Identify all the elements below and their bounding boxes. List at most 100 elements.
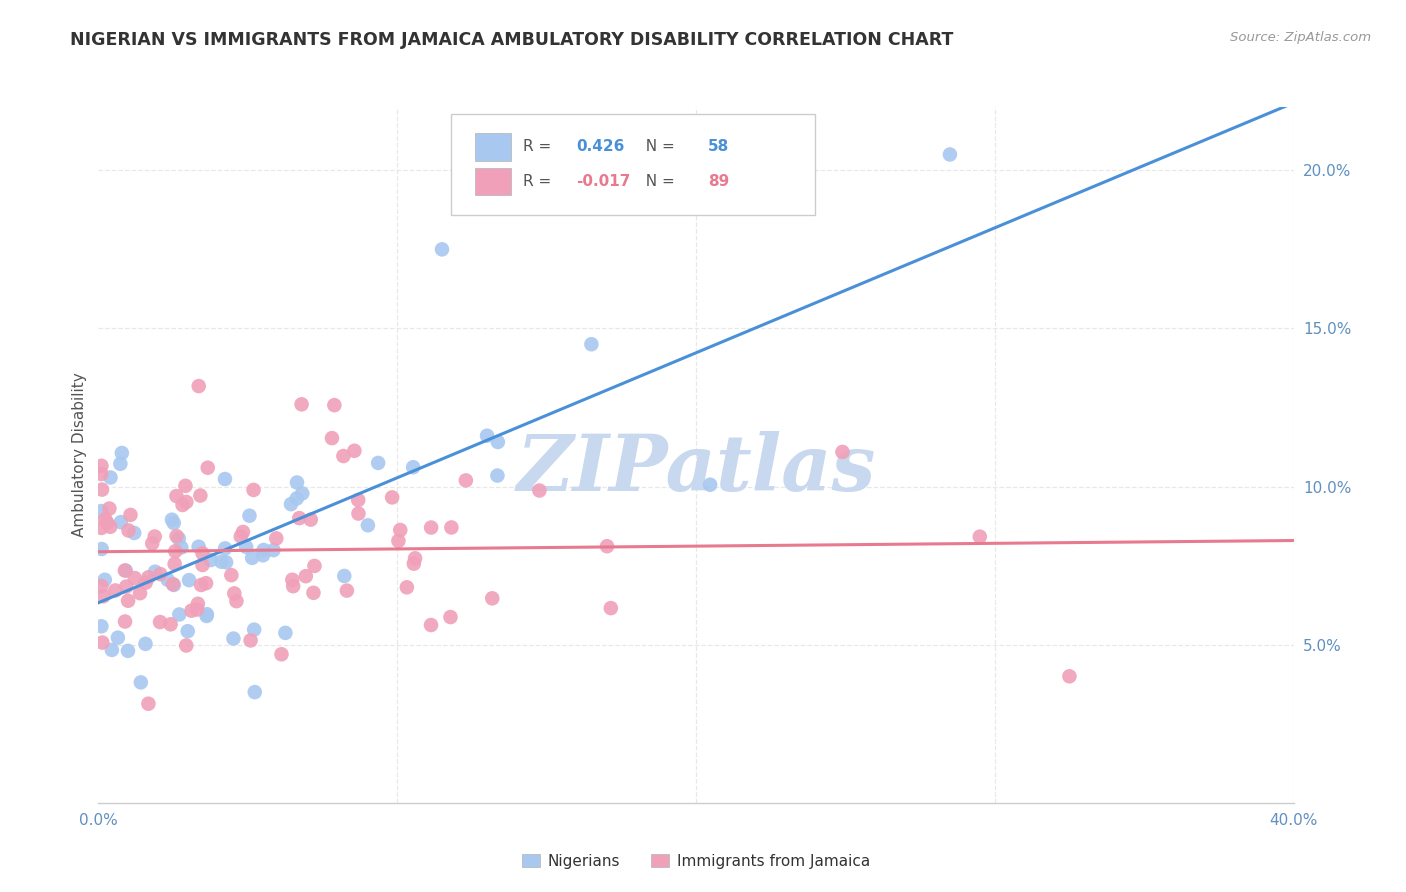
Point	[138, 570, 160, 584]
Point	[111, 446, 134, 460]
Point	[295, 569, 318, 583]
Point	[235, 540, 257, 554]
Point	[90, 619, 112, 633]
Point	[291, 486, 314, 500]
Point	[486, 468, 509, 483]
Point	[141, 536, 163, 550]
Point	[91, 483, 114, 497]
Point	[262, 543, 284, 558]
Point	[280, 497, 302, 511]
Point	[180, 604, 202, 618]
Text: 0.426: 0.426	[576, 139, 624, 154]
Point	[209, 555, 232, 569]
Point	[285, 491, 308, 506]
FancyBboxPatch shape	[475, 133, 510, 161]
Point	[98, 520, 121, 534]
Point	[187, 379, 209, 393]
Point	[240, 550, 263, 565]
Point	[243, 623, 266, 637]
Point	[475, 428, 498, 442]
Point	[332, 449, 354, 463]
Point	[402, 557, 425, 571]
Point	[599, 601, 621, 615]
Text: 89: 89	[709, 174, 730, 189]
Point	[114, 615, 136, 629]
Point	[90, 467, 112, 481]
Point	[120, 508, 142, 522]
Point	[242, 483, 264, 497]
Point	[321, 431, 343, 445]
Point	[166, 489, 188, 503]
Point	[163, 516, 186, 530]
Y-axis label: Ambulatory Disability: Ambulatory Disability	[72, 373, 87, 537]
Point	[420, 520, 443, 534]
Point	[165, 544, 187, 558]
Point	[291, 397, 314, 411]
Point	[114, 564, 136, 578]
Point	[129, 586, 152, 600]
Point	[162, 577, 184, 591]
Text: R =: R =	[523, 139, 555, 154]
FancyBboxPatch shape	[475, 168, 510, 195]
Point	[281, 573, 304, 587]
Point	[238, 508, 260, 523]
Point	[195, 576, 218, 591]
FancyBboxPatch shape	[451, 114, 815, 215]
Point	[176, 495, 198, 509]
Point	[186, 602, 208, 616]
Point	[347, 507, 370, 521]
Point	[191, 546, 214, 560]
Point	[270, 647, 292, 661]
Point	[174, 479, 197, 493]
Point	[214, 541, 236, 556]
Point	[134, 637, 156, 651]
Point	[170, 541, 193, 555]
Point	[439, 610, 461, 624]
Point	[288, 511, 311, 525]
Point	[163, 578, 186, 592]
Point	[215, 555, 238, 569]
Point	[191, 558, 214, 572]
Point	[302, 586, 325, 600]
Point	[225, 594, 247, 608]
Point	[149, 567, 172, 582]
Point	[94, 573, 117, 587]
Point	[381, 491, 404, 505]
Point	[135, 575, 157, 590]
Text: Source: ZipAtlas.com: Source: ZipAtlas.com	[1230, 31, 1371, 45]
Point	[420, 618, 443, 632]
Point	[285, 475, 308, 490]
Text: 58: 58	[709, 139, 730, 154]
Point	[90, 579, 112, 593]
Point	[143, 529, 166, 543]
Point	[389, 523, 412, 537]
Point	[402, 460, 425, 475]
Point	[229, 529, 252, 543]
Point	[187, 597, 209, 611]
Point	[117, 644, 139, 658]
Point	[239, 633, 262, 648]
Point	[195, 607, 218, 622]
Point	[104, 583, 127, 598]
Point	[93, 589, 115, 603]
Point	[367, 456, 389, 470]
Point	[159, 617, 181, 632]
Point	[90, 504, 112, 518]
Text: N =: N =	[637, 174, 681, 189]
Point	[596, 539, 619, 553]
Point	[124, 571, 146, 585]
Point	[90, 521, 112, 535]
Point	[939, 147, 962, 161]
Text: NIGERIAN VS IMMIGRANTS FROM JAMAICA AMBULATORY DISABILITY CORRELATION CHART: NIGERIAN VS IMMIGRANTS FROM JAMAICA AMBU…	[70, 31, 953, 49]
Point	[122, 525, 145, 540]
Point	[160, 513, 183, 527]
Point	[174, 639, 197, 653]
Point	[404, 551, 426, 566]
Point	[138, 697, 160, 711]
Point	[831, 445, 853, 459]
Text: N =: N =	[637, 139, 681, 154]
Point	[581, 337, 603, 351]
Point	[304, 558, 326, 573]
Point	[336, 583, 359, 598]
Point	[387, 533, 409, 548]
